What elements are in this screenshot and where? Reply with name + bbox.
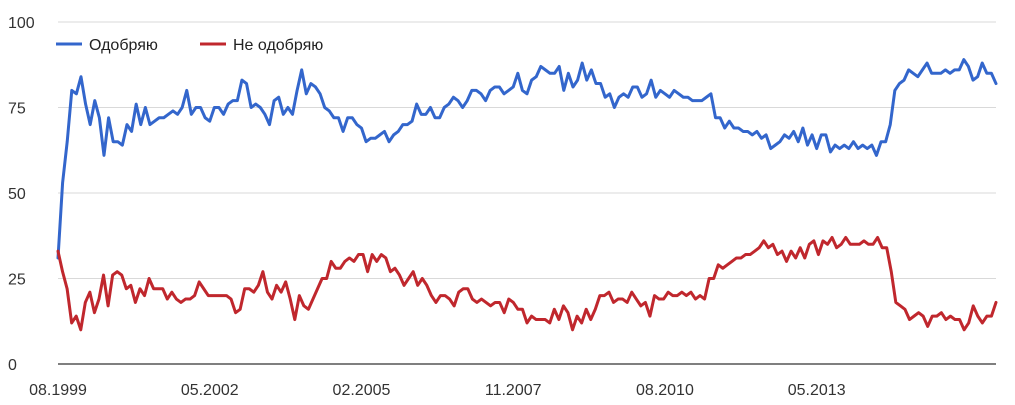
y-tick-label: 50 [8,186,26,203]
x-tick-label: 11.2007 [485,382,542,399]
x-axis-labels: 08.1999 05.2002 02.2005 11.2007 08.2010 05.20… [29,382,846,399]
x-tick-label: 08.2010 [636,382,694,399]
legend: Одобряю Не одобряю [56,37,323,54]
legend-label-approve: Одобряю [89,37,158,54]
y-tick-label: 25 [8,272,26,289]
series-line-disapprove [56,235,998,332]
legend-label-disapprove: Не одобряю [233,37,323,54]
x-tick-label: 05.2013 [788,382,846,399]
x-tick-label: 08.1999 [29,382,87,399]
series-lines [56,58,998,332]
series-line-approve [56,58,998,260]
y-axis-labels: 0 25 50 75 100 [8,15,35,374]
x-tick-label: 02.2005 [333,382,391,399]
y-tick-label: 75 [8,101,26,118]
y-tick-label: 0 [8,357,17,374]
y-tick-label: 100 [8,15,35,32]
x-tick-label: 05.2002 [181,382,239,399]
gridlines [58,21,996,365]
